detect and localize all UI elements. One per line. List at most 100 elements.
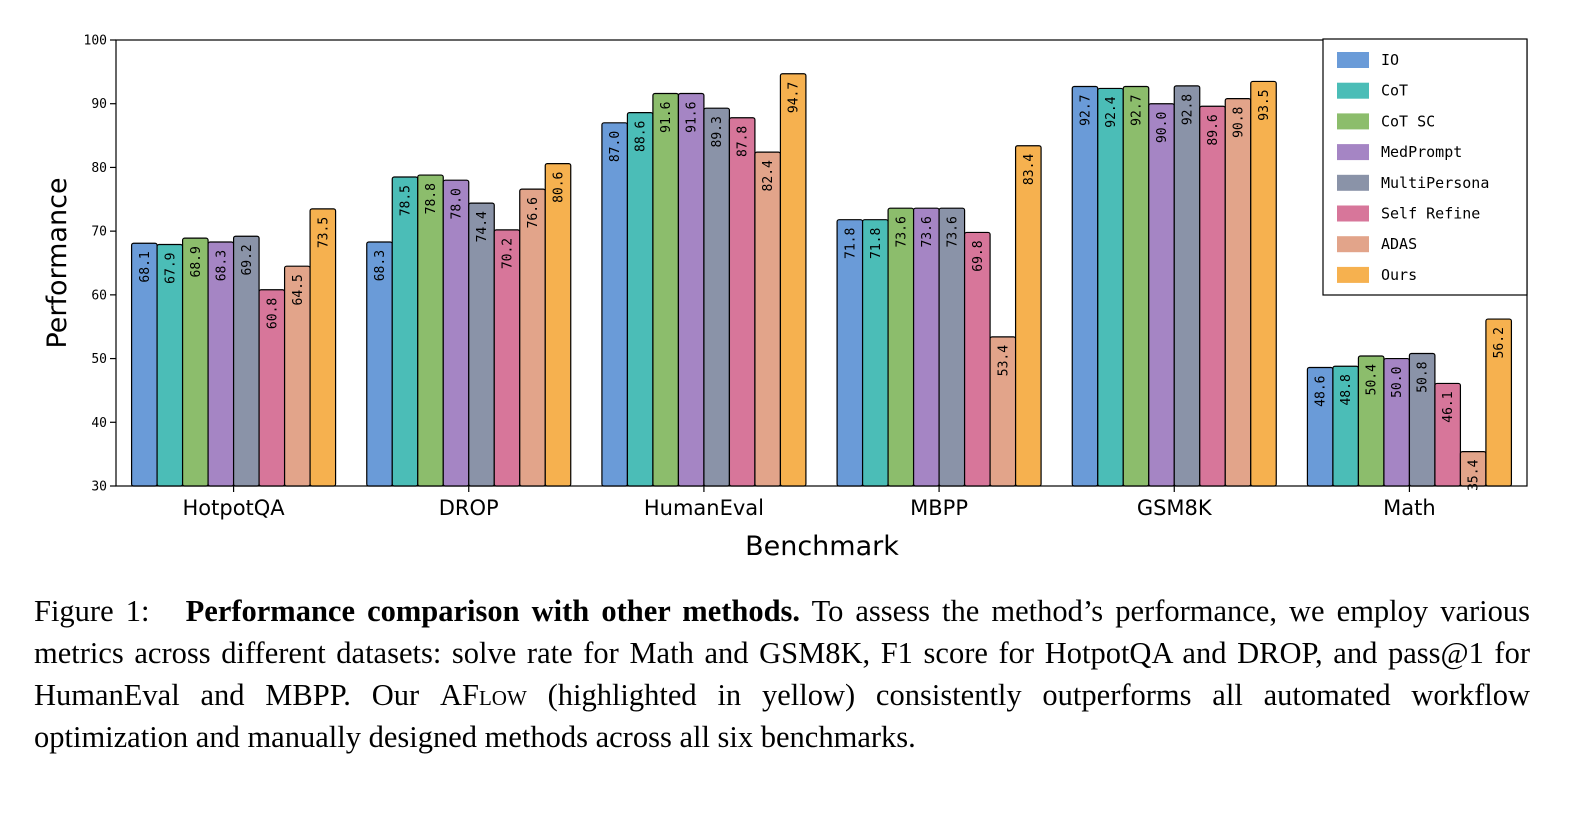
bar-math-self-refine [1434,382,1462,487]
bar-value-label: 94.7 [787,82,802,113]
bar-value-label: 89.6 [1206,114,1221,145]
legend-swatch [1337,82,1369,99]
bar-gsm8k-ours [1250,80,1277,487]
bar-humaneval-ours [779,73,807,487]
bar-drop-medprompt [442,179,470,487]
bar-value-label: 71.8 [869,228,884,259]
bar-value-label: 50.4 [1365,364,1380,395]
bar-value-label: 91.6 [685,102,700,133]
bar-chart: 68.1 67.9 68.9 68.3 69.2 60.8 64.5 73.5 68.3 78.5… [42,34,1528,562]
bar-mbpp-multipersona [938,207,966,487]
bar-drop-adas [519,188,546,487]
bar-mbpp-ours [1014,145,1042,487]
bar-value-label: 68.1 [138,251,153,282]
bar-value-label: 90.0 [1155,112,1170,143]
y-tick-label: 30 [91,480,107,495]
legend-box [1322,38,1528,296]
y-axis: 30 40 50 60 70 80 90 100 [84,34,116,495]
bars [130,73,1513,487]
bar-value-label: 78.0 [450,188,465,219]
caption-aflow: AFlow [439,678,527,712]
bar-value-label: 71.8 [843,228,858,259]
legend-swatch [1337,266,1369,283]
bar-drop-ours [544,163,572,487]
legend-swatch [1337,205,1369,222]
bar-humaneval-io [601,122,629,487]
bar-drop-multipersona [468,202,495,487]
y-tick-label: 90 [91,97,107,112]
bar-value-label: 56.2 [1492,327,1507,358]
legend-swatch [1337,52,1369,68]
bar-value-label: 90.8 [1232,107,1247,138]
bar-value-label: 76.6 [526,197,541,228]
bar-gsm8k-cot [1097,87,1124,487]
bar-value-label: 69.2 [240,244,255,275]
bar-value-label: 73.5 [316,217,331,248]
bar-value-label: 50.0 [1390,367,1405,398]
bar-value-label: 69.8 [971,240,986,271]
legend-label: MedPrompt [1381,143,1462,161]
bar-value-label: 67.9 [163,253,178,284]
bar-humaneval-cot [626,112,654,487]
bar-value-label: 50.8 [1416,361,1431,392]
bar-value-label: 48.6 [1314,375,1329,406]
bar-value-label: 92.4 [1104,96,1119,127]
x-tick-label: MBPP [910,496,968,520]
bar-humaneval-self-refine [728,117,756,487]
bar-value-label: 68.3 [214,250,229,281]
x-tick-label: HumanEval [644,496,764,520]
legend-label: IO [1381,51,1399,69]
bar-value-label: 78.5 [399,185,414,216]
bar-mbpp-cot-sc [887,207,915,487]
bar-value-label: 93.5 [1257,89,1272,120]
legend-label: Self Refine [1381,205,1480,223]
bar-gsm8k-adas [1224,98,1252,487]
y-tick-label: 70 [91,225,107,240]
bar-humaneval-medprompt [677,92,705,487]
bar-value-label: 89.3 [710,116,725,147]
bar-value-label: 46.1 [1441,391,1456,422]
legend-swatch [1337,113,1369,130]
x-tick-label: HotpotQA [182,496,285,520]
bar-value-label: 35.4 [1467,459,1482,490]
bar-humaneval-multipersona [703,107,731,487]
x-tick-label: DROP [439,496,499,520]
bar-humaneval-adas [754,151,782,487]
y-tick-label: 100 [84,34,107,49]
bar-value-label: 68.3 [373,250,388,281]
bar-value-label: 92.7 [1079,95,1094,126]
bar-gsm8k-multipersona [1173,85,1201,487]
legend-label: Ours [1381,266,1417,284]
bar-hotpotqa-ours [309,208,337,487]
legend-label: ADAS [1381,235,1417,253]
bar-value-label: 73.6 [894,216,909,247]
y-tick-label: 60 [91,288,107,303]
caption-text-1: To assess the method’s performance, we e… [34,594,1531,712]
bar-value-label: 91.6 [659,102,674,133]
caption-title: Performance comparison with other method… [185,594,801,628]
legend-label: CoT SC [1381,112,1435,130]
bar-value-label: 73.6 [945,216,960,247]
bar-value-label: 80.6 [552,172,567,203]
bar-value-label: 53.4 [996,345,1011,376]
bar-value-label: 87.0 [608,131,623,162]
bar-value-label: 87.8 [736,126,751,157]
bar-value-label: 83.4 [1022,154,1037,185]
bar-gsm8k-io [1071,85,1099,487]
x-tick-label: Math [1383,496,1436,520]
y-axis-title: Performance [42,177,73,348]
bar-value-label: 60.8 [265,298,280,329]
caption-text-2: (highlighted in yellow) consistently out… [34,678,1530,754]
caption-label: Figure 1: [34,594,150,628]
bar-value-label: 88.6 [634,121,649,152]
bar-value-label: 68.9 [189,246,204,277]
legend-label: MultiPersona [1381,174,1489,192]
x-axis: HotpotQA DROP HumanEval MBPP GSM8K Math [182,486,1436,520]
y-tick-label: 80 [91,161,107,176]
bar-humaneval-cot-sc [652,92,680,487]
bar-drop-cot [391,176,419,487]
x-axis-title: Benchmark [745,531,899,562]
bar-math-ours [1485,318,1513,487]
x-tick-label: GSM8K [1137,496,1213,520]
bar-value-label: 64.5 [291,274,306,305]
